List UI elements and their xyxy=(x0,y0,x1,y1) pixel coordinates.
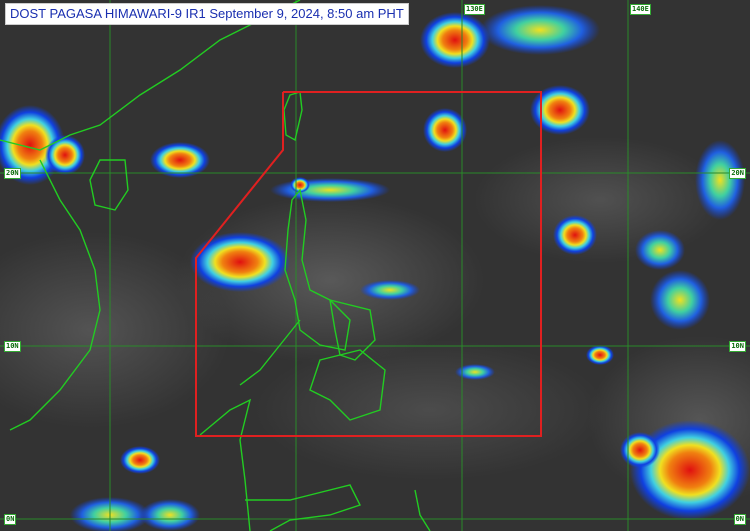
convective-cloud xyxy=(45,135,85,175)
borneo-coast xyxy=(199,398,252,531)
lon-label-130e: 130E xyxy=(464,4,485,15)
taiwan-island xyxy=(283,91,303,142)
sulawesi-coast xyxy=(245,484,361,531)
mindanao-island xyxy=(309,349,386,421)
convective-cloud xyxy=(423,108,467,152)
convective-cloud xyxy=(120,446,160,474)
halmahera-coast xyxy=(414,489,431,531)
luzon-island xyxy=(284,188,351,351)
coastlines xyxy=(0,0,431,531)
convective-cloud xyxy=(553,215,597,255)
vietnam-coast xyxy=(9,159,101,431)
convective-cloud xyxy=(530,85,590,135)
hainan-island xyxy=(89,159,129,211)
palawan-island xyxy=(239,319,301,386)
convective-cloud xyxy=(635,230,685,270)
visayas-islands xyxy=(329,299,376,361)
convective-cloud xyxy=(586,345,614,365)
lat-label-20n-left: 20N xyxy=(4,168,21,179)
convective-cloud xyxy=(150,142,210,178)
convective-cloud xyxy=(290,177,310,193)
convective-cloud xyxy=(455,364,495,380)
convective-cloud xyxy=(620,432,660,468)
convective-cloud xyxy=(480,5,600,55)
convective-cloud xyxy=(420,12,490,68)
convective-cloud xyxy=(630,420,750,520)
convective-cloud xyxy=(695,140,745,220)
convective-cloud xyxy=(140,499,200,531)
lat-label-10n-right: 10N xyxy=(729,341,746,352)
lat-label-0n-right: 0N xyxy=(733,514,746,525)
lat-label-10n-left: 10N xyxy=(4,341,21,352)
lat-label-0n-left: 0N xyxy=(4,514,17,525)
lon-label-140e: 140E xyxy=(630,4,651,15)
convective-cloud xyxy=(360,280,420,300)
convective-cloud xyxy=(190,232,290,292)
convective-cloud xyxy=(650,270,710,330)
china-coast xyxy=(0,0,301,151)
lat-label-20n-right: 20N xyxy=(729,168,746,179)
par-boundary xyxy=(195,91,542,437)
image-title: DOST PAGASA HIMAWARI-9 IR1 September 9, … xyxy=(5,3,409,25)
